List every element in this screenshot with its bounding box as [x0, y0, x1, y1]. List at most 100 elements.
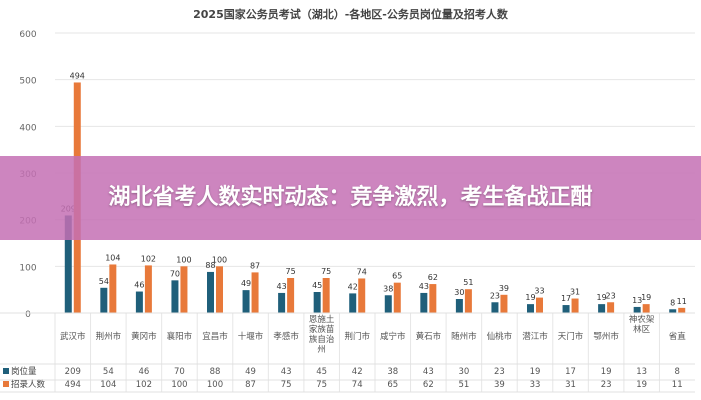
bar-recruits	[287, 278, 295, 313]
bar-positions	[100, 287, 108, 313]
bar-recruits	[322, 278, 330, 313]
table-cell: 65	[387, 380, 398, 390]
table-cell: 62	[423, 380, 434, 390]
bar-positions	[207, 271, 214, 313]
data-label: 17	[561, 294, 571, 303]
table-cell: 8	[675, 367, 680, 377]
category-label: 孝感市	[273, 331, 299, 342]
data-label: 43	[277, 282, 287, 291]
category-label: 林区	[633, 324, 651, 335]
table-cell: 19	[636, 380, 647, 390]
data-label: 494	[70, 71, 85, 80]
y-tick-label: 500	[19, 77, 36, 87]
category-label: 武汉市	[60, 331, 86, 342]
table-cell: 43	[281, 367, 292, 377]
table-cell: 19	[530, 367, 541, 377]
data-label: 102	[141, 254, 156, 263]
table-cell: 17	[565, 367, 576, 377]
data-label: 88	[205, 261, 215, 270]
category-label: 黄冈市	[131, 331, 157, 342]
legend-label: 岗位量	[11, 366, 37, 377]
bar-recruits	[642, 304, 650, 313]
bar-recruits	[500, 294, 508, 313]
chart-title: 2025国家公务员考试（湖北）-各地区-公务员岗位量及招考人数	[193, 8, 508, 21]
category-label: 鄂州市	[593, 331, 619, 342]
bar-recruits	[109, 264, 117, 313]
table-cell: 43	[423, 367, 434, 377]
table-cell: 74	[352, 380, 363, 390]
legend-swatch	[3, 368, 9, 374]
category-label: 仙桃市	[487, 331, 513, 342]
bar-recruits	[216, 266, 223, 313]
category-label: 随州市	[451, 331, 477, 342]
table-cell: 23	[601, 380, 612, 390]
bar-positions	[135, 291, 143, 313]
table-cell: 19	[601, 367, 612, 377]
bar-recruits	[678, 307, 686, 313]
category-label: 潜江市	[522, 331, 548, 342]
bar-recruits	[536, 297, 543, 313]
data-label: 74	[357, 267, 367, 276]
category-label: 襄阳市	[167, 331, 193, 342]
data-label: 11	[677, 297, 687, 306]
y-tick-label: 0	[25, 310, 31, 320]
category-label: 荆门市	[344, 331, 370, 342]
bar-recruits	[429, 284, 437, 313]
bar-recruits	[180, 266, 188, 313]
data-label: 42	[348, 282, 358, 291]
category-label: 天门市	[558, 331, 584, 342]
bar-positions	[242, 290, 250, 313]
table-cell: 209	[65, 367, 81, 377]
table-cell: 75	[281, 380, 292, 390]
data-label: 46	[134, 281, 144, 290]
data-label: 31	[570, 288, 580, 297]
bar-positions	[598, 304, 606, 313]
data-label: 39	[499, 284, 509, 293]
table-cell: 102	[136, 380, 152, 390]
table-cell: 33	[530, 380, 541, 390]
bar-positions	[313, 292, 321, 313]
bar-positions	[669, 309, 677, 313]
category-label: 荆州市	[96, 331, 122, 342]
data-label: 75	[321, 267, 331, 276]
legend-label: 招录人数	[11, 379, 46, 390]
data-label: 87	[250, 261, 260, 270]
data-label: 100	[176, 255, 191, 264]
table-cell: 75	[316, 380, 327, 390]
bar-recruits	[607, 302, 615, 313]
overlay-banner: 湖北省考人数实时动态：竞争激烈，考生备战正酣	[0, 156, 701, 240]
category-label: 州	[317, 345, 326, 355]
bar-recruits	[393, 282, 401, 313]
data-label: 100	[212, 255, 227, 264]
data-label: 45	[312, 281, 322, 290]
data-label: 19	[641, 293, 651, 302]
data-label: 13	[632, 296, 642, 305]
category-label: 省直	[669, 331, 687, 342]
bar-recruits	[144, 265, 152, 313]
table-cell: 46	[138, 367, 149, 377]
data-label: 38	[383, 284, 393, 293]
category-label: 神农架	[629, 314, 655, 325]
bar-recruits	[358, 278, 366, 313]
table-cell: 31	[565, 380, 576, 390]
data-label: 51	[463, 278, 473, 287]
category-label: 十堰市	[238, 331, 264, 342]
bar-recruits	[251, 272, 259, 313]
table-cell: 13	[636, 367, 647, 377]
data-label: 70	[170, 269, 180, 278]
table-cell: 54	[103, 367, 114, 377]
bar-positions	[562, 305, 570, 313]
table-cell: 494	[65, 380, 81, 390]
data-label: 65	[392, 272, 402, 281]
bar-positions	[349, 293, 357, 313]
bar-positions	[171, 280, 179, 313]
bar-positions	[527, 304, 534, 313]
category-label: 宜昌市	[202, 331, 228, 342]
table-cell: 104	[100, 380, 116, 390]
category-label: 恩施土	[309, 314, 335, 325]
data-label: 75	[286, 267, 296, 276]
bar-positions	[64, 215, 72, 313]
data-label: 62	[428, 273, 438, 282]
table-cell: 30	[458, 367, 469, 377]
bar-positions	[455, 299, 463, 313]
